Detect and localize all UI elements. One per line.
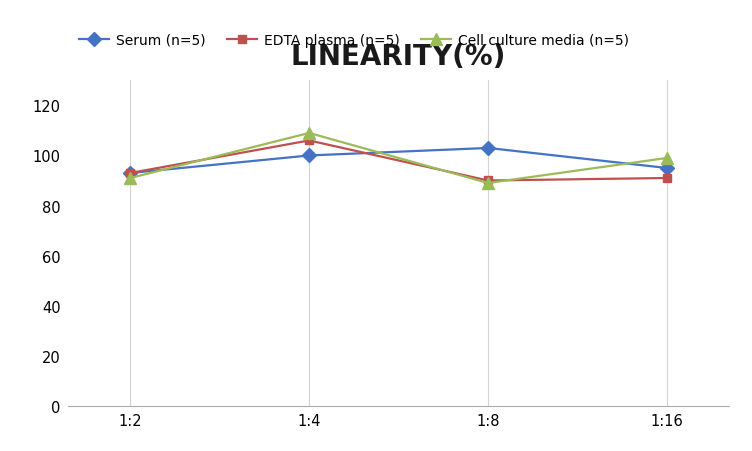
Line: Serum (n=5): Serum (n=5) (126, 144, 672, 179)
Serum (n=5) (305, 153, 314, 159)
EDTA plasma (n=5) (484, 179, 493, 184)
EDTA plasma (n=5) (663, 176, 672, 181)
Cell culture media (n=5) (663, 156, 672, 161)
Legend: Serum (n=5), EDTA plasma (n=5), Cell culture media (n=5): Serum (n=5), EDTA plasma (n=5), Cell cul… (74, 30, 633, 52)
EDTA plasma (n=5) (305, 138, 314, 144)
Cell culture media (n=5) (305, 131, 314, 136)
Serum (n=5) (126, 171, 135, 176)
Line: Cell culture media (n=5): Cell culture media (n=5) (125, 128, 672, 189)
Cell culture media (n=5) (126, 176, 135, 181)
Cell culture media (n=5) (484, 181, 493, 186)
Serum (n=5) (663, 166, 672, 171)
Title: LINEARITY(%): LINEARITY(%) (291, 42, 506, 70)
EDTA plasma (n=5) (126, 171, 135, 176)
Line: EDTA plasma (n=5): EDTA plasma (n=5) (126, 137, 671, 185)
Serum (n=5) (484, 146, 493, 152)
